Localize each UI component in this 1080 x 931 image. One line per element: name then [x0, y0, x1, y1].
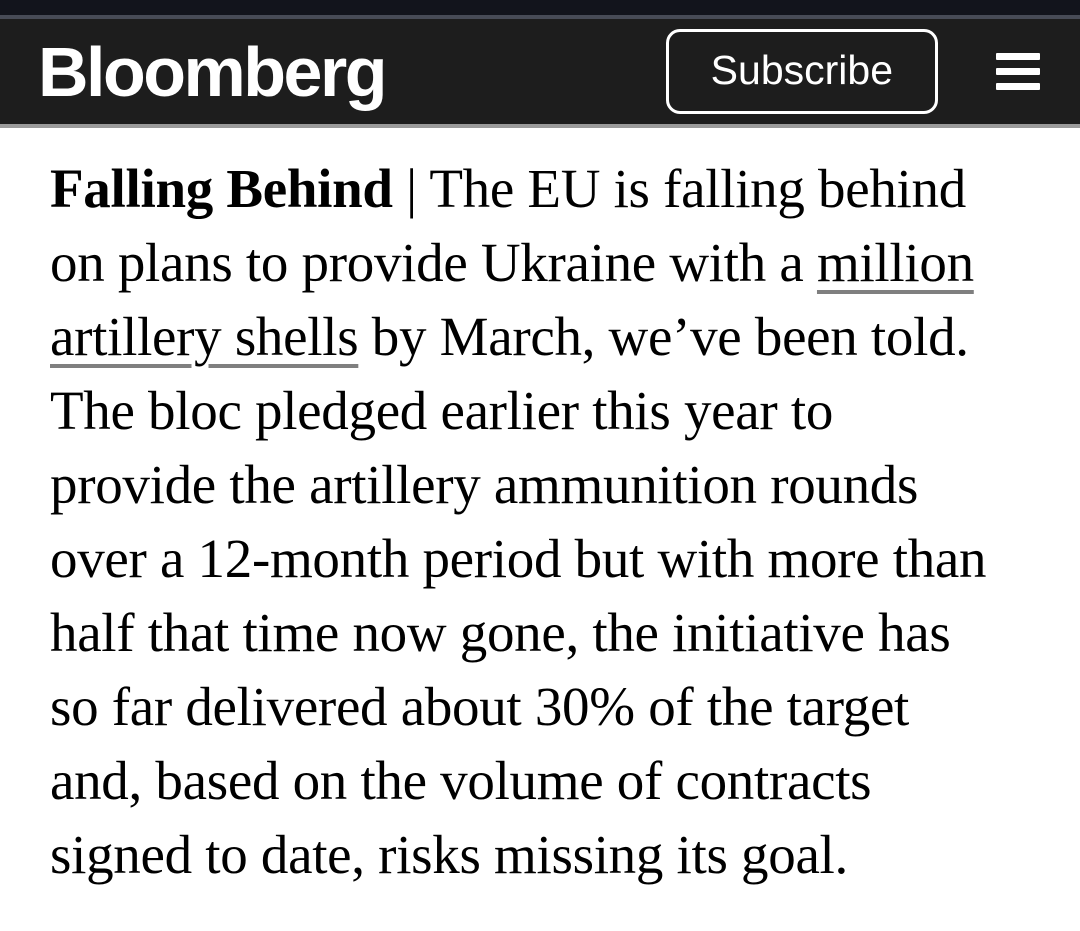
- menu-button[interactable]: [996, 53, 1040, 90]
- hamburger-bar: [996, 68, 1040, 75]
- hamburger-bar: [996, 83, 1040, 90]
- hamburger-icon: [996, 53, 1040, 90]
- million-artillery-shells-link[interactable]: million artillery shells: [50, 232, 974, 367]
- status-bar-divider: [0, 15, 1080, 19]
- hamburger-bar: [996, 53, 1040, 60]
- status-bar-strip: [0, 0, 1080, 15]
- article-paragraph: Falling Behind | The EU is falling behin…: [50, 152, 1050, 892]
- top-navigation-bar: Bloomberg Subscribe: [0, 19, 1080, 128]
- article-text-segment: | The EU is falling behind on plans to p…: [50, 158, 966, 293]
- article-content: Falling Behind | The EU is falling behin…: [0, 128, 1080, 892]
- bloomberg-logo[interactable]: Bloomberg: [38, 32, 387, 111]
- article-lead-label: Falling Behind: [50, 158, 393, 219]
- article-text-segment: by March, we’ve been told. The bloc pled…: [50, 306, 987, 885]
- topbar-right-group: Subscribe: [665, 29, 1040, 114]
- subscribe-button[interactable]: Subscribe: [665, 29, 938, 114]
